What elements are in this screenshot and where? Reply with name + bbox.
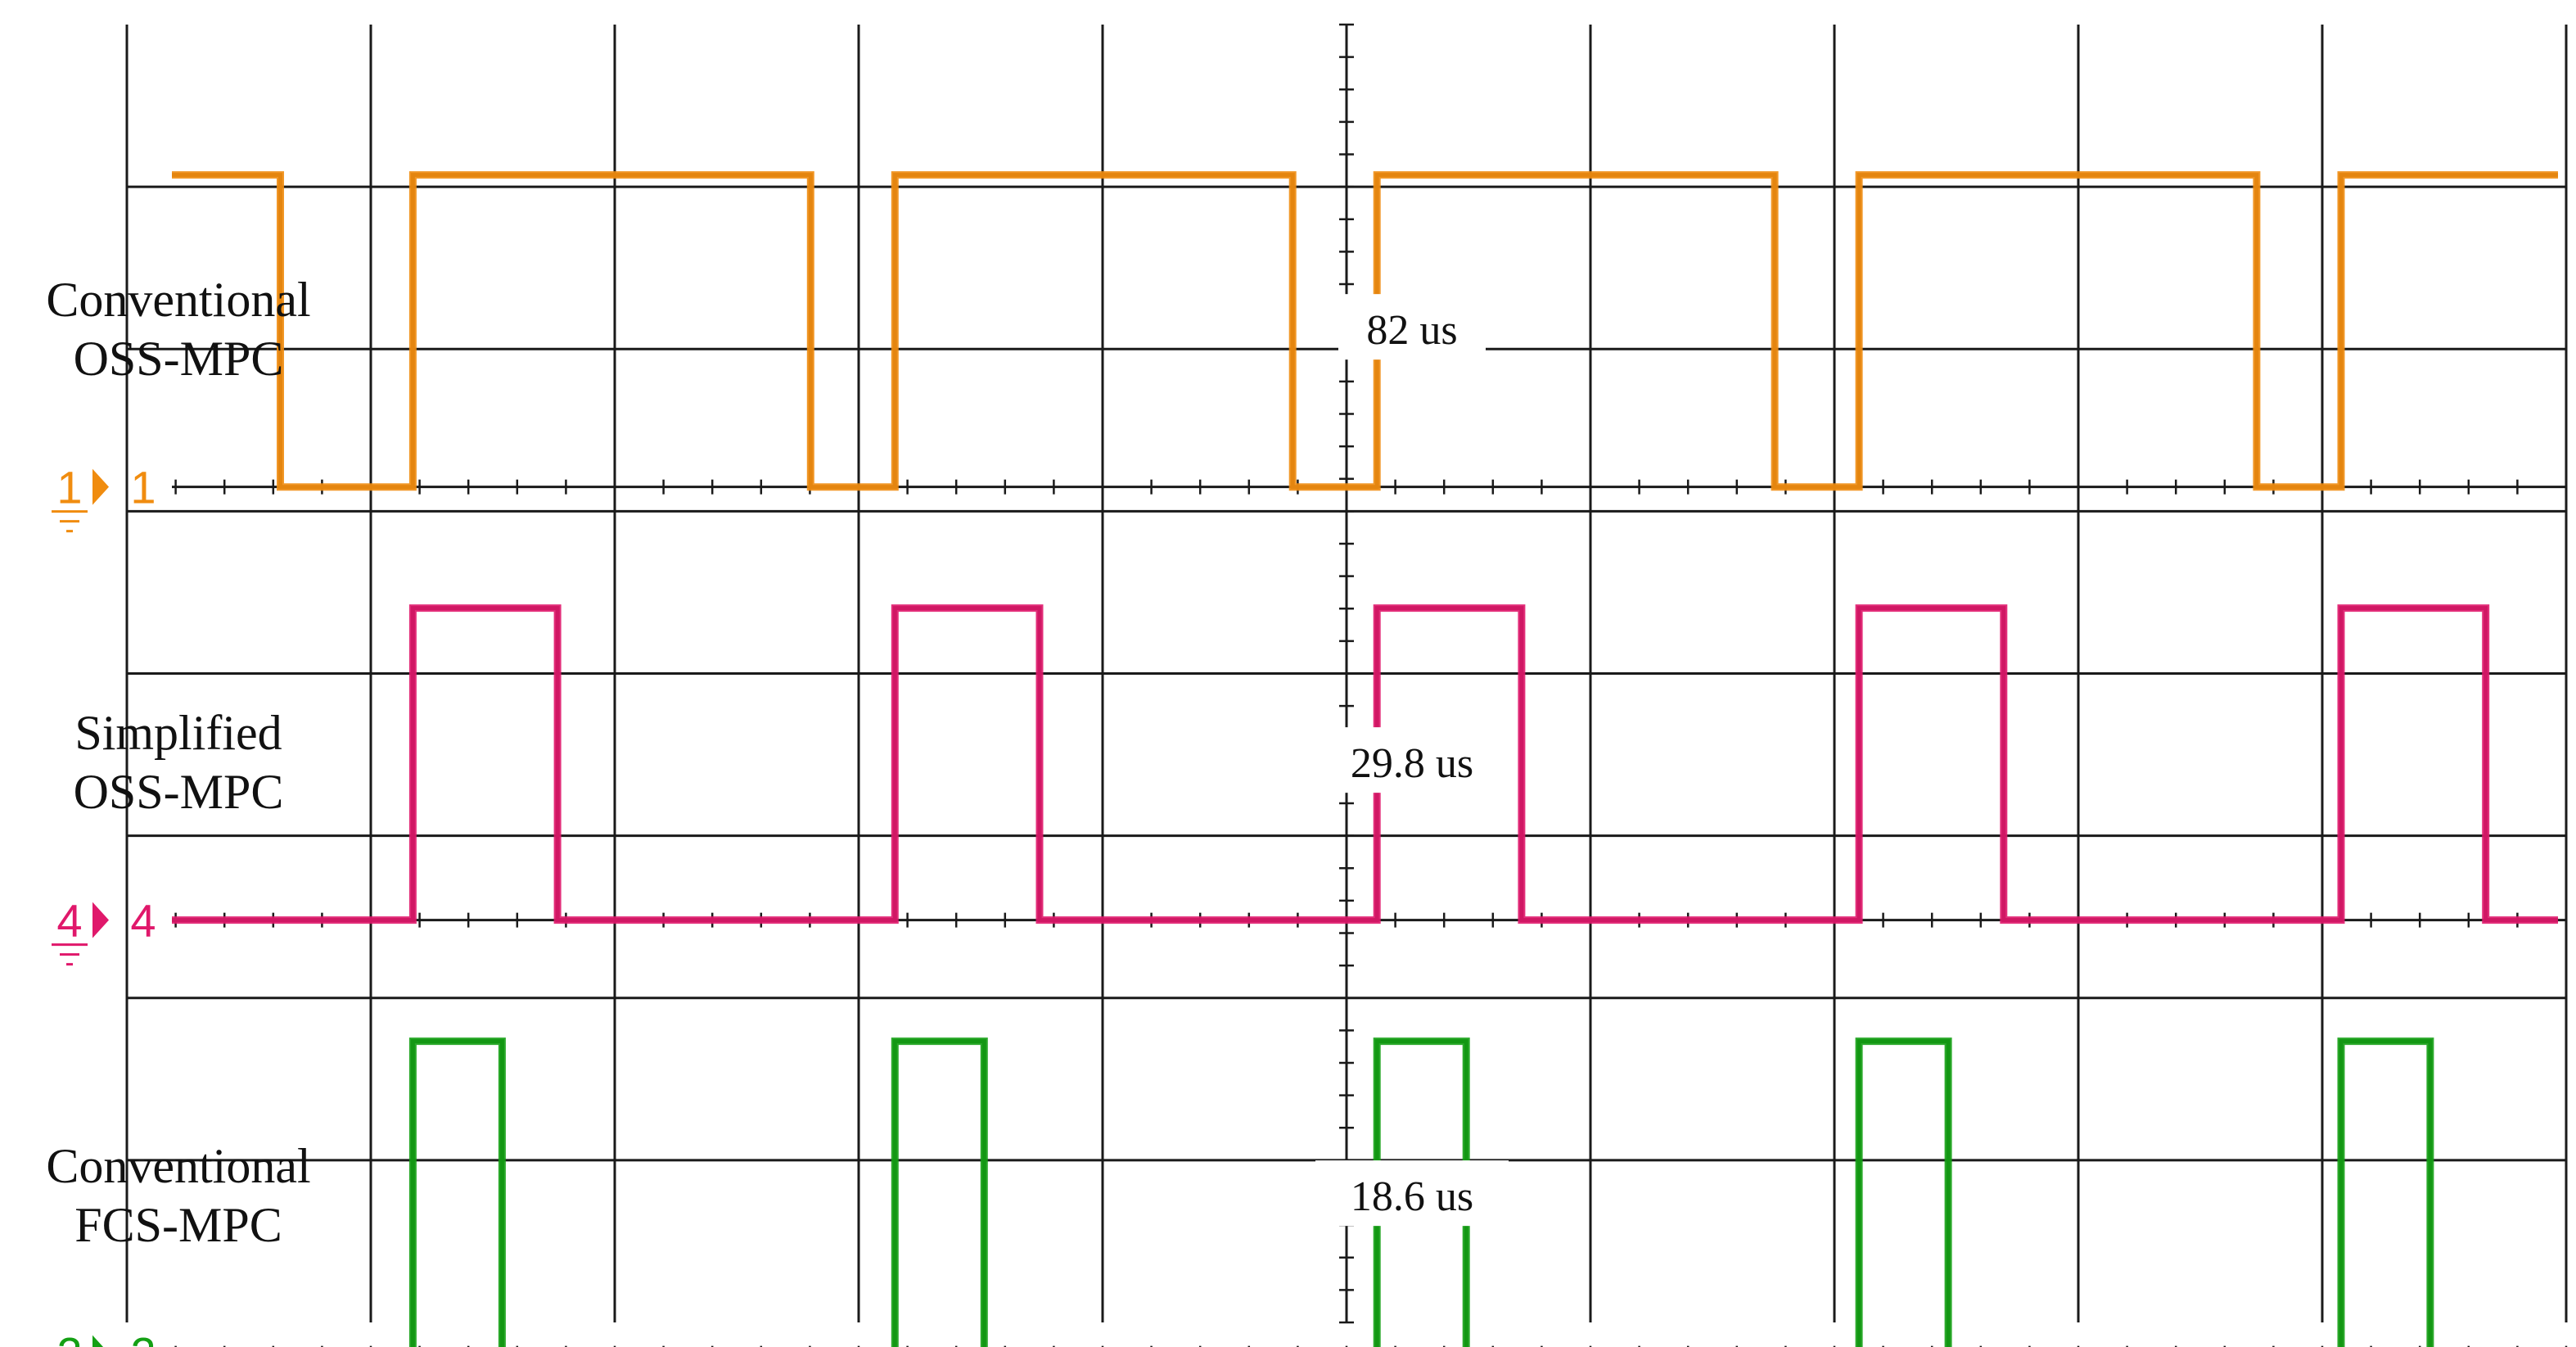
channel-number: 1 [130, 462, 156, 513]
measurement-value: 18.6 us [1351, 1173, 1473, 1220]
ground-icon [52, 943, 88, 966]
trace-line-1 [172, 171, 2558, 491]
ground-icon [52, 510, 88, 533]
measurement-box [1338, 294, 1486, 360]
trace-label-line: FCS-MPC [74, 1198, 282, 1252]
trace-label-line: Conventional [46, 1139, 310, 1193]
channel-number: 4 [130, 895, 156, 947]
trace-label-line: Conventional [46, 273, 310, 327]
measurement-box [1315, 1160, 1509, 1227]
channel-marker-number: 4 [56, 895, 82, 947]
channel-marker-number: 1 [56, 462, 82, 513]
trace-label-line: OSS-MPC [74, 765, 284, 819]
trace-line-4 [172, 604, 2558, 924]
channel-marker-icon [92, 468, 109, 505]
channel-marker-icon [92, 902, 109, 938]
measurement-value: 82 us [1366, 307, 1457, 354]
channel-marker-icon [92, 1335, 104, 1347]
measurement-box [1315, 727, 1509, 793]
grid [125, 23, 2568, 1347]
measurement-value: 29.8 us [1351, 740, 1473, 787]
trace-label-line: OSS-MPC [74, 332, 284, 386]
channel-number: 2 [130, 1328, 156, 1347]
trace-label-line: Simplified [74, 706, 282, 760]
traces [172, 171, 2558, 1347]
trace-line-2 [408, 1037, 2434, 1347]
channel-marker-number: 2 [56, 1328, 82, 1347]
